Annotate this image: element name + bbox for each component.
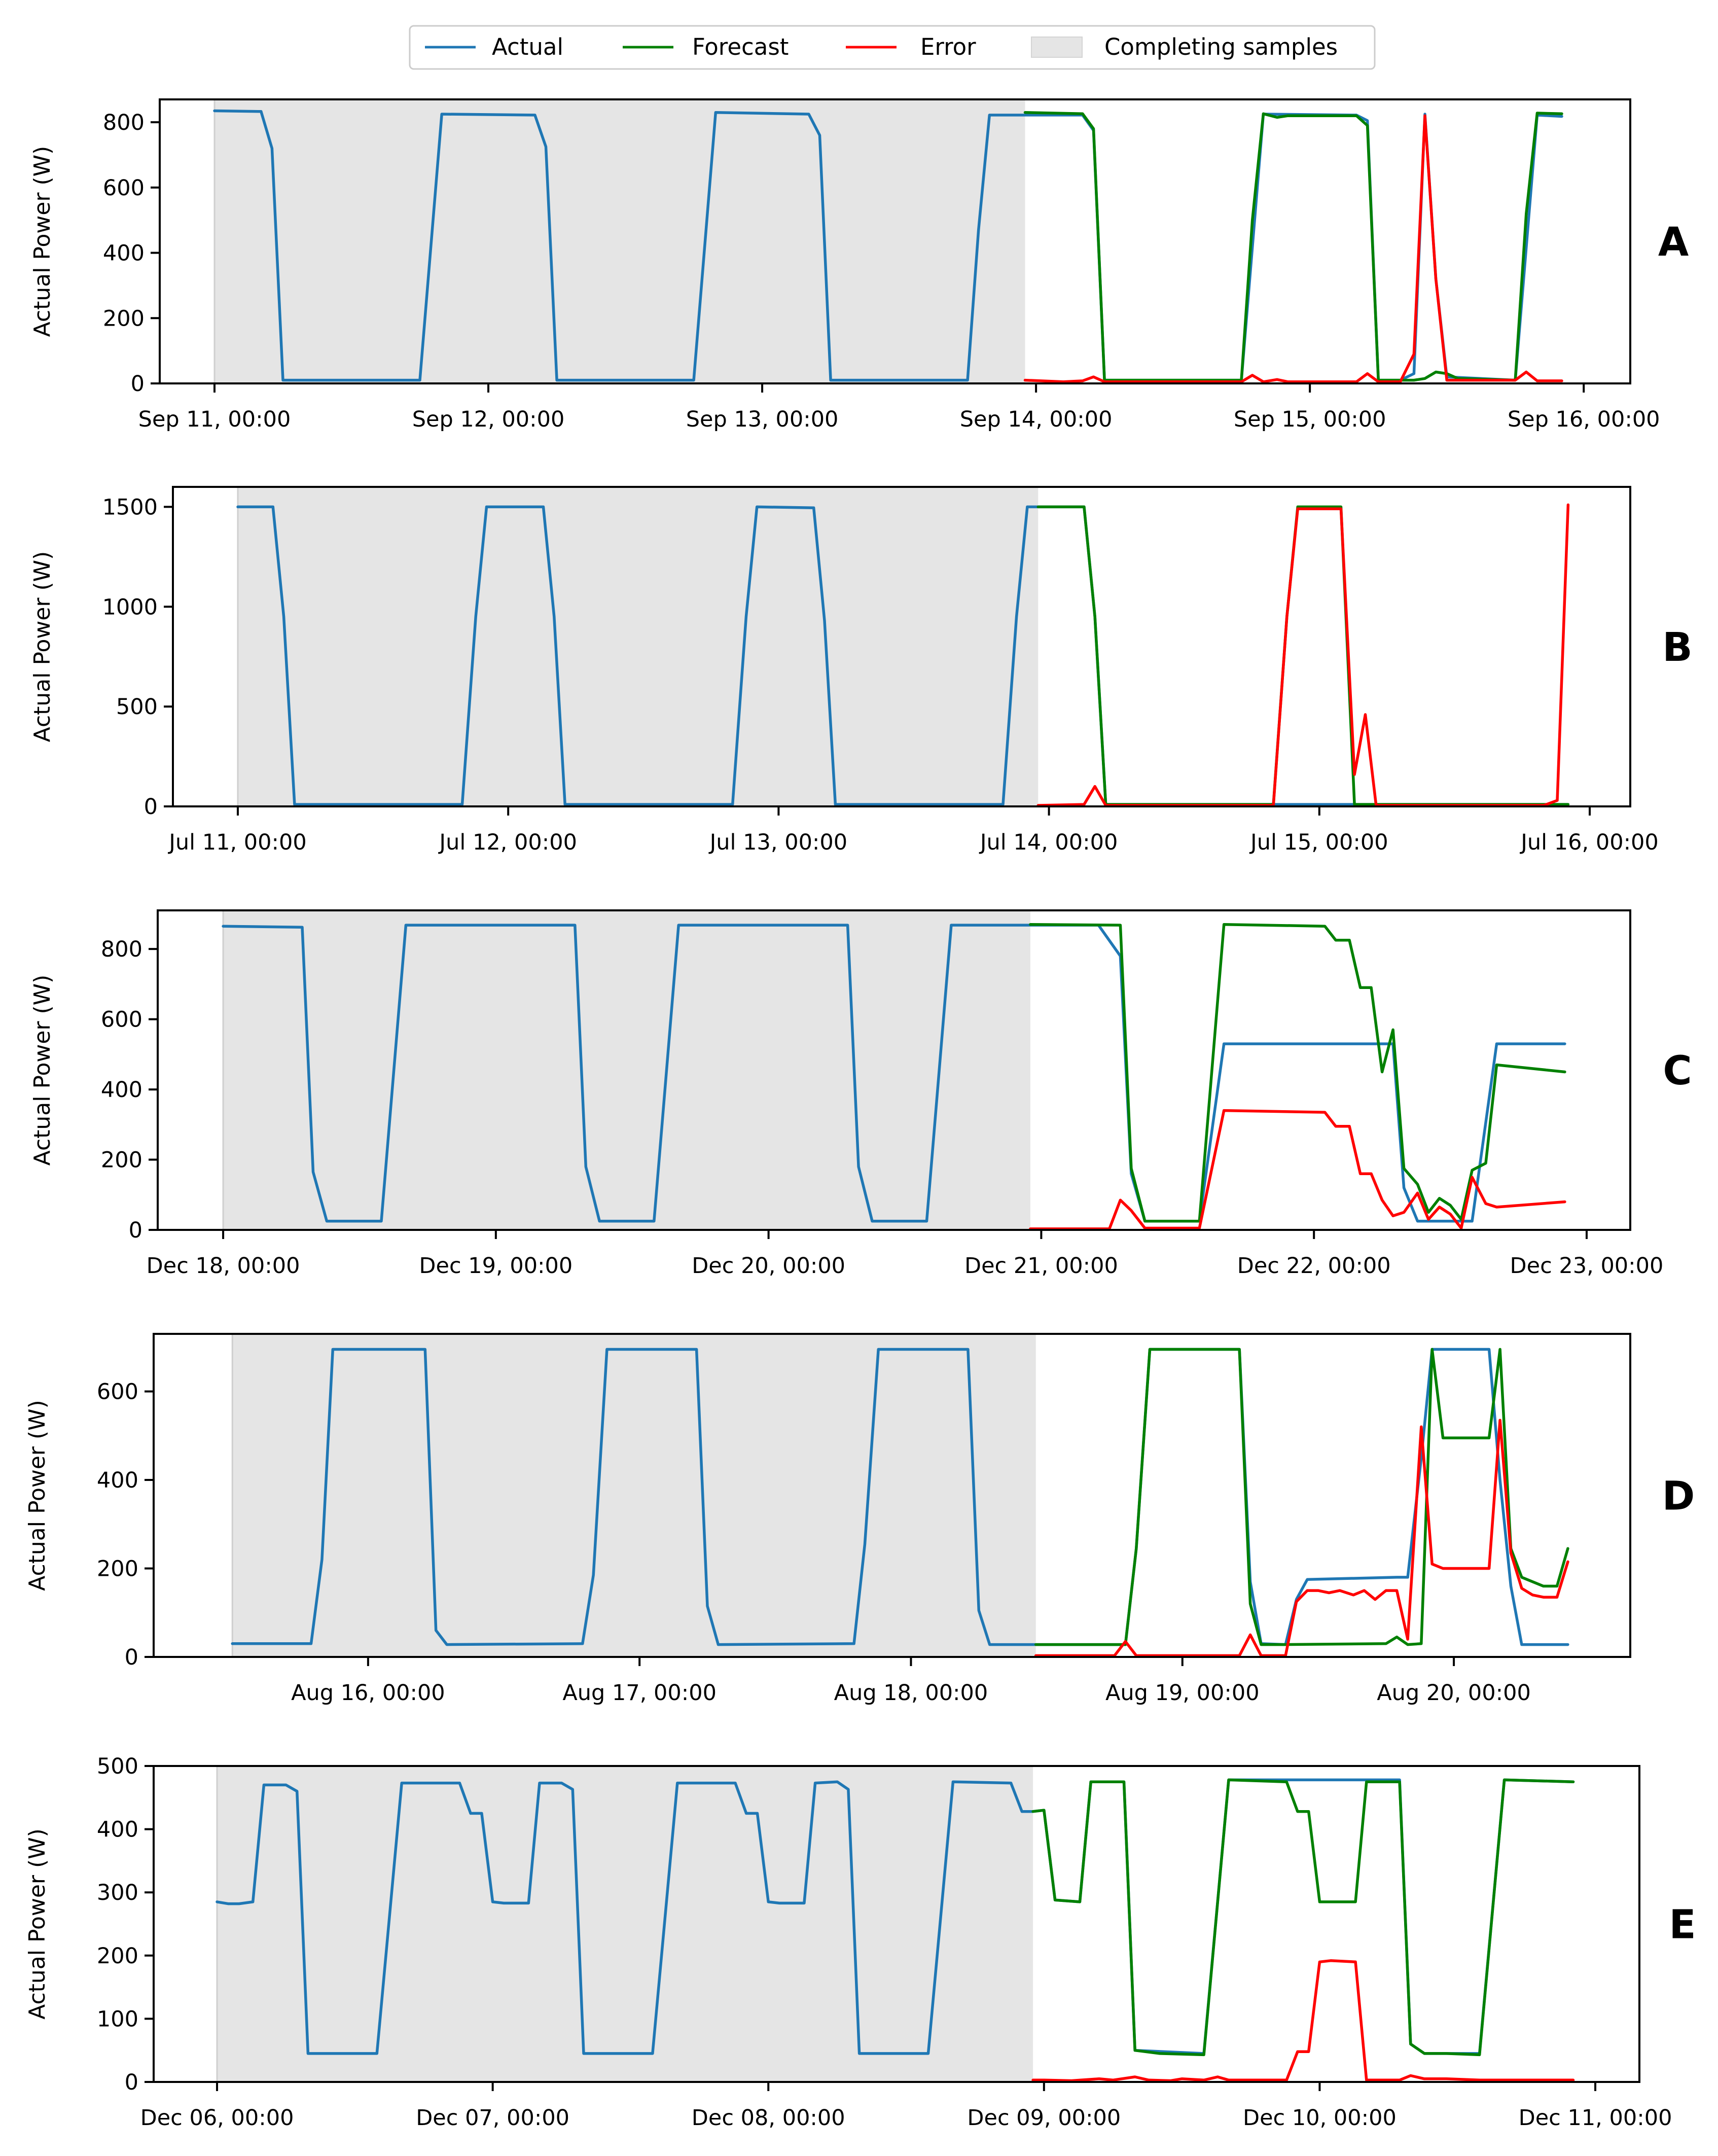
series-forecast-line <box>1029 923 1566 1223</box>
y-tick-label: 600 <box>101 1007 142 1033</box>
completing-samples-region <box>223 910 1030 1230</box>
panels: 0 200 400 600 800 Sep 11, 00:00 Sep 12, 00:00 S… <box>24 98 1696 2131</box>
axes-frame <box>153 1333 1631 1658</box>
x-tick-label: Sep 15, 00:00 <box>1234 407 1386 432</box>
y-tick-label: 200 <box>101 1148 142 1173</box>
x-tick-label: Aug 17, 00:00 <box>562 1680 717 1706</box>
axes-frame <box>153 1765 1640 2083</box>
y-tick-label: 400 <box>97 1817 138 1843</box>
x-tick-label: Aug 16, 00:00 <box>291 1680 445 1706</box>
legend-swatch-completing-samples <box>1031 37 1083 58</box>
completing-samples-region <box>217 1766 1033 2082</box>
y-tick-label: 500 <box>97 1754 138 1779</box>
x-tick-label: Dec 18, 00:00 <box>147 1253 300 1279</box>
y-axis-label: Actual Power (W) <box>24 1400 50 1591</box>
y-tick-label: 1000 <box>102 594 158 620</box>
x-tick-label: Jul 12, 00:00 <box>438 830 577 855</box>
panel-d: 0 200 400 600 Aug 16, 00:00 Aug 17, 00:00 Aug … <box>24 1333 1695 1706</box>
panel-label: C <box>1663 1048 1692 1094</box>
x-tick-label: Sep 12, 00:00 <box>412 407 565 432</box>
panel-label: D <box>1662 1474 1695 1519</box>
x-tick-label: Dec 23, 00:00 <box>1510 1253 1664 1279</box>
x-tick-label: Dec 20, 00:00 <box>692 1253 845 1279</box>
x-tick-label: Dec 19, 00:00 <box>419 1253 572 1279</box>
panel-label: A <box>1658 220 1689 265</box>
x-tick-label: Jul 11, 00:00 <box>167 830 307 855</box>
panel-label: B <box>1662 625 1692 670</box>
series-forecast-line <box>1036 505 1570 806</box>
series-actual-line <box>236 505 1570 806</box>
y-tick-label: 800 <box>101 937 142 962</box>
x-tick-label: Sep 13, 00:00 <box>686 407 839 432</box>
panel-c: 0 200 400 600 800 Dec 18, 00:00 Dec 19, 00:00 D… <box>29 909 1692 1279</box>
y-tick-label: 0 <box>129 1218 142 1243</box>
x-tick-label: Jul 14, 00:00 <box>979 830 1118 855</box>
y-tick-label: 200 <box>97 1943 138 1969</box>
y-axis-label: Actual Power (W) <box>24 1828 50 2020</box>
axes-frame <box>159 98 1631 384</box>
y-axis-label: Actual Power (W) <box>29 551 55 743</box>
x-tick-label: Dec 06, 00:00 <box>140 2105 294 2131</box>
x-tick-label: Dec 11, 00:00 <box>1519 2105 1672 2131</box>
y-tick-label: 500 <box>116 694 158 720</box>
y-tick-label: 0 <box>144 794 158 820</box>
x-tick-label: Dec 10, 00:00 <box>1243 2105 1397 2131</box>
legend-label: Actual <box>492 33 563 60</box>
y-tick-label: 100 <box>97 2006 138 2032</box>
series-error-line <box>1036 503 1570 806</box>
panel-b: 0 500 1000 1500 Jul 11, 00:00 Jul 12, 00:00 Ju… <box>29 486 1693 855</box>
x-tick-label: Jul 15, 00:00 <box>1249 830 1388 855</box>
y-tick-label: 600 <box>97 1379 138 1404</box>
x-tick-label: Dec 21, 00:00 <box>964 1253 1118 1279</box>
legend-label: Forecast <box>692 33 789 60</box>
x-tick-label: Sep 16, 00:00 <box>1508 407 1660 432</box>
x-tick-label: Sep 14, 00:00 <box>960 407 1113 432</box>
panel-a: 0 200 400 600 800 Sep 11, 00:00 Sep 12, 00:00 S… <box>29 98 1689 432</box>
x-tick-label: Aug 20, 00:00 <box>1377 1680 1531 1706</box>
axes-frame <box>172 486 1631 807</box>
x-tick-label: Jul 13, 00:00 <box>708 830 848 855</box>
x-tick-label: Aug 19, 00:00 <box>1105 1680 1260 1706</box>
series-error-line <box>1023 114 1563 383</box>
y-tick-label: 600 <box>103 175 145 201</box>
y-tick-label: 1500 <box>102 494 158 520</box>
y-axis-label: Actual Power (W) <box>29 146 55 337</box>
completing-samples-region <box>232 1334 1036 1657</box>
y-tick-label: 800 <box>103 110 145 135</box>
panel-label: E <box>1669 1902 1696 1948</box>
y-tick-label: 400 <box>101 1077 142 1103</box>
x-tick-label: Jul 16, 00:00 <box>1519 830 1659 855</box>
x-tick-label: Dec 08, 00:00 <box>692 2105 845 2131</box>
x-tick-label: Dec 22, 00:00 <box>1237 1253 1391 1279</box>
completing-samples-region <box>214 99 1025 383</box>
y-tick-label: 0 <box>125 1645 138 1670</box>
y-tick-label: 300 <box>97 1880 138 1905</box>
y-tick-label: 400 <box>103 241 145 266</box>
legend-label: Error <box>920 33 976 60</box>
x-tick-label: Dec 07, 00:00 <box>416 2105 569 2131</box>
x-tick-label: Dec 09, 00:00 <box>967 2105 1121 2131</box>
series-error-line <box>1031 1959 1575 2082</box>
y-tick-label: 400 <box>97 1468 138 1493</box>
y-tick-label: 0 <box>131 371 145 397</box>
y-tick-label: 200 <box>97 1556 138 1581</box>
legend-label: Completing samples <box>1104 33 1338 60</box>
series-forecast-line <box>1031 1778 1575 2057</box>
y-tick-label: 200 <box>103 306 145 331</box>
y-tick-label: 0 <box>125 2070 138 2095</box>
series-error-line <box>1029 1109 1566 1230</box>
y-axis-label: Actual Power (W) <box>29 975 55 1166</box>
series-forecast-line <box>1034 1348 1569 1646</box>
completing-samples-region <box>237 487 1039 806</box>
series-error-line <box>1034 1419 1569 1657</box>
legend: Actual Forecast Error Completing samples <box>409 25 1376 70</box>
x-tick-label: Sep 11, 00:00 <box>138 407 291 432</box>
series-forecast-line <box>1023 111 1563 382</box>
panel-e: 0 100 200 300 400 500 Dec 06, 00:00 Dec 07, 00:… <box>24 1754 1696 2131</box>
axes-frame <box>157 909 1631 1231</box>
x-tick-label: Aug 18, 00:00 <box>834 1680 988 1706</box>
